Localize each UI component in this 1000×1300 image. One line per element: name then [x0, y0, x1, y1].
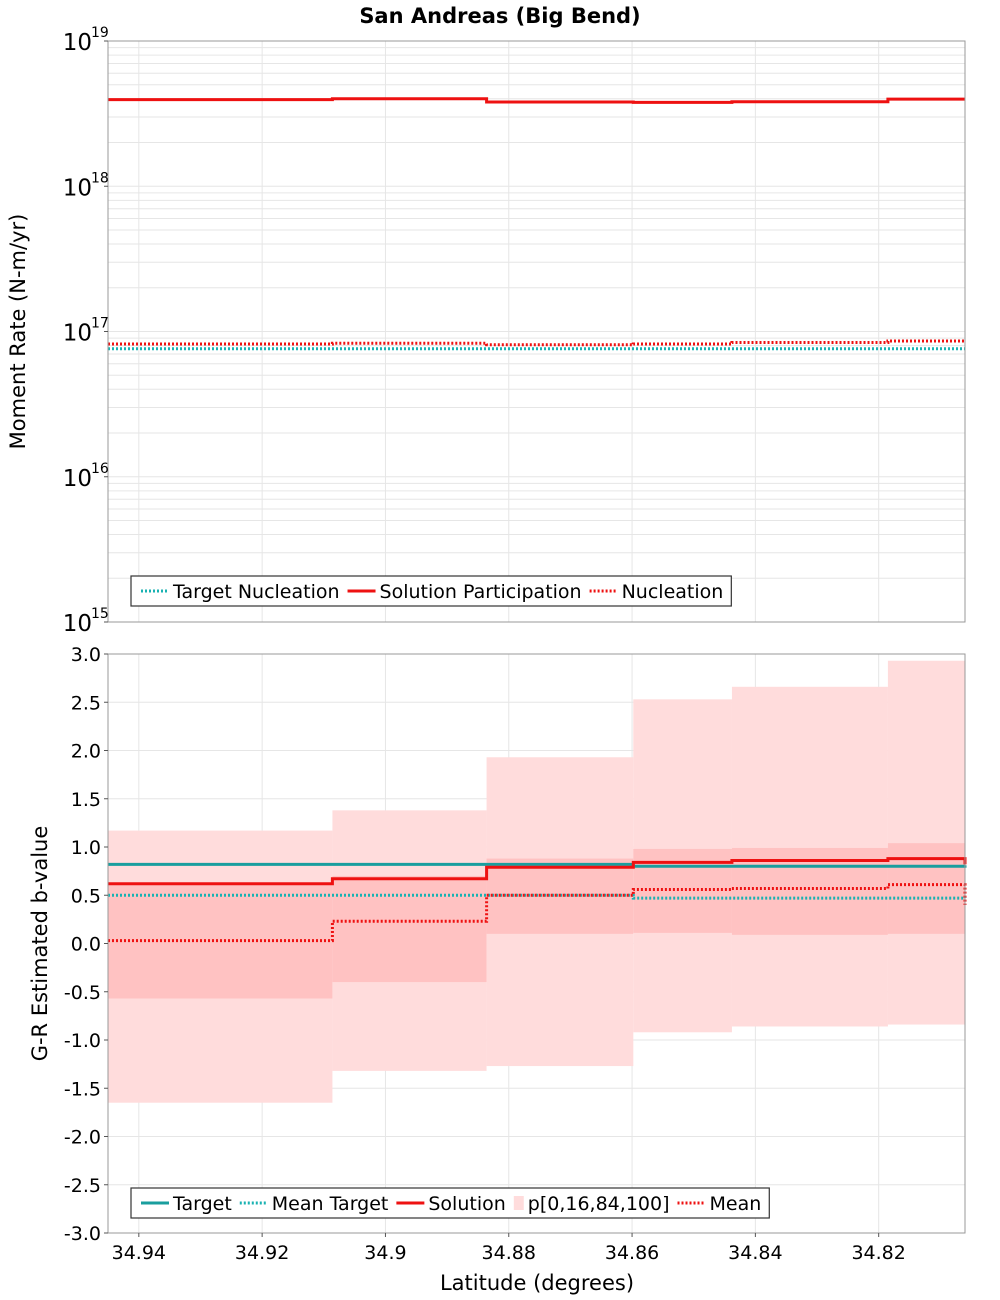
- y-axis-label-b-value: G-R Estimated b-value: [28, 826, 52, 1062]
- legend-swatch-band: [513, 1196, 524, 1210]
- y-tick-label: 0.0: [71, 934, 101, 956]
- legend-label-mean: Mean: [710, 1193, 762, 1215]
- legend: Target Nucleation Solution Participation N…: [130, 575, 732, 607]
- series-mean: [108, 883, 967, 943]
- legend-label-solution-participation: Solution Participation: [380, 581, 582, 603]
- series-mean-target: [108, 893, 967, 900]
- y-tick-label: -2.5: [64, 1175, 101, 1197]
- y-tick-label: 10: [63, 30, 92, 56]
- y-tick-label: 10: [63, 321, 92, 347]
- x-tick-label: 34.84: [728, 1242, 782, 1264]
- band-p16-p84: [887, 843, 965, 934]
- chart-title: San Andreas (Big Bend): [359, 4, 640, 28]
- y-tick-label: -3.0: [64, 1223, 101, 1245]
- legend-box: [130, 1187, 770, 1219]
- y-tick-label: -1.0: [64, 1030, 101, 1052]
- y-axis-label-moment-rate: Moment Rate (N-m/yr): [6, 214, 30, 450]
- y-tick-exponent: 15: [91, 606, 109, 622]
- y-tick-exponent: 19: [91, 25, 109, 41]
- y-tick-label: 10: [63, 175, 92, 201]
- series-solution: [108, 857, 967, 886]
- band-p16-p84: [332, 875, 487, 983]
- x-axis-label: Latitude (degrees): [440, 1271, 634, 1295]
- legend-label-target: Target: [172, 1193, 232, 1215]
- y-tick-label: 1.0: [71, 837, 101, 859]
- y-tick-label: 2.0: [71, 741, 101, 763]
- legend-box: [130, 575, 732, 607]
- y-tick-label: 1.5: [71, 789, 101, 811]
- y-tick-label: -2.0: [64, 1127, 101, 1149]
- y-tick-exponent: 17: [91, 316, 109, 332]
- y-tick-label: 2.5: [71, 692, 101, 714]
- x-tick-label: 34.88: [482, 1242, 536, 1264]
- legend-label-target-nucleation: Target Nucleation: [172, 581, 340, 603]
- y-tick-label: 10: [63, 466, 92, 492]
- legend-label-mean-target: Mean Target: [272, 1193, 389, 1215]
- x-tick-label: 34.86: [605, 1242, 659, 1264]
- y-tick-label: -1.5: [64, 1078, 101, 1100]
- y-tick-exponent: 18: [91, 170, 109, 186]
- series-nucleation: [108, 339, 965, 347]
- y-tick-label: 10: [63, 611, 92, 637]
- x-tick-label: 34.92: [235, 1242, 289, 1264]
- x-tick-label: 34.9: [364, 1242, 406, 1264]
- legend-label-nucleation: Nucleation: [622, 581, 724, 603]
- series-solution-participation: [108, 97, 965, 104]
- b-value-panel: 3.0 2.5 2.0 1.5 1.0 0.5 0.0 -0.5 -1.0 -1.5 -2.0 -2.…: [28, 644, 967, 1264]
- band-p16-p84: [731, 847, 888, 935]
- y-tick-label: 3.0: [71, 644, 101, 666]
- y-tick-exponent: 16: [91, 461, 109, 477]
- x-tick-label: 34.94: [112, 1242, 166, 1264]
- band-p0-p100: [887, 660, 965, 1025]
- y-tick-label: -0.5: [64, 982, 101, 1004]
- legend-label-solution: Solution: [428, 1193, 505, 1215]
- y-tick-label: 0.5: [71, 885, 101, 907]
- legend: Target Mean Target Solution p[0,16,84,100] M…: [130, 1187, 770, 1219]
- x-tick-label: 34.82: [851, 1242, 905, 1264]
- legend-label-percentile-band: p[0,16,84,100]: [528, 1193, 670, 1215]
